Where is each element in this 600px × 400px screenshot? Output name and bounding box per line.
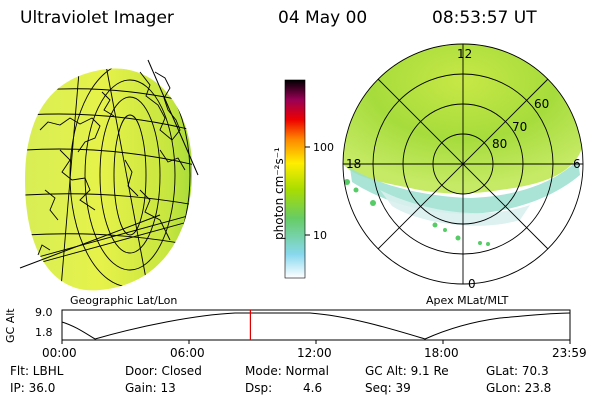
mlat-label-80: 80 — [492, 137, 508, 151]
status-mode: Mode: Normal — [245, 364, 329, 378]
date-label: 04 May 00 — [278, 8, 368, 28]
coastlines — [37, 71, 186, 256]
xtick-0000: 00:00 — [42, 346, 77, 360]
mlat-label-70: 70 — [512, 120, 528, 134]
colorbar — [284, 79, 310, 279]
status-dsp-value: 4.6 — [303, 381, 323, 395]
mlt-label-6: 6 — [573, 157, 581, 171]
mlt-label-0: 0 — [468, 277, 476, 291]
colorbar-label-10: 10 — [313, 229, 327, 242]
colorbar-unit-label: photon cm⁻²s⁻¹ — [272, 147, 286, 240]
polar-grid — [342, 43, 584, 285]
status-gain: Gain: 13 — [125, 381, 176, 395]
status-glon: GLon: 23.8 — [486, 381, 552, 395]
status-door: Door: Closed — [125, 364, 202, 378]
polar-panel — [342, 43, 584, 285]
xtick-1200: 12:00 — [297, 346, 332, 360]
altitude-ytick-1-8: 1.8 — [35, 326, 53, 339]
geo-caption: Geographic Lat/Lon — [70, 294, 178, 307]
status-gc-alt: GC Alt: 9.1 Re — [365, 364, 449, 378]
globe-grid — [25, 68, 193, 291]
globe-axes-lines — [19, 59, 199, 269]
xtick-2359: 23:59 — [552, 346, 587, 360]
colorbar-label-100: 100 — [313, 141, 334, 154]
status-ip: IP: 36.0 — [10, 381, 56, 395]
xtick-0600: 06:00 — [170, 346, 205, 360]
mlt-diag-line-b — [377, 78, 549, 250]
colorbar-scale — [284, 79, 306, 279]
instrument-title: Ultraviolet Imager — [20, 8, 174, 28]
altitude-ylabel: GC Alt — [4, 308, 17, 343]
time-label: 08:53:57 UT — [432, 8, 537, 28]
mlt-label-18: 18 — [346, 157, 362, 171]
polar-oval-dots — [344, 179, 490, 246]
altitude-ytick-9: 9.0 — [35, 306, 53, 319]
status-flt: Flt: LBHL — [10, 364, 64, 378]
mlt-label-12: 12 — [457, 47, 473, 61]
altitude-xticks — [61, 340, 571, 344]
altitude-curve — [61, 312, 571, 340]
status-seq: Seq: 39 — [365, 381, 411, 395]
status-glat: GLat: 70.3 — [486, 364, 549, 378]
mlat-label-60: 60 — [534, 97, 550, 111]
geographic-panel — [19, 59, 199, 291]
globe-emission — [25, 68, 193, 291]
xtick-1800: 18:00 — [424, 346, 459, 360]
altitude-plot-frame — [61, 309, 571, 341]
polar-caption: Apex MLat/MLT — [426, 294, 509, 307]
status-dsp-label: Dsp: — [245, 381, 273, 395]
altitude-plot — [61, 309, 571, 344]
